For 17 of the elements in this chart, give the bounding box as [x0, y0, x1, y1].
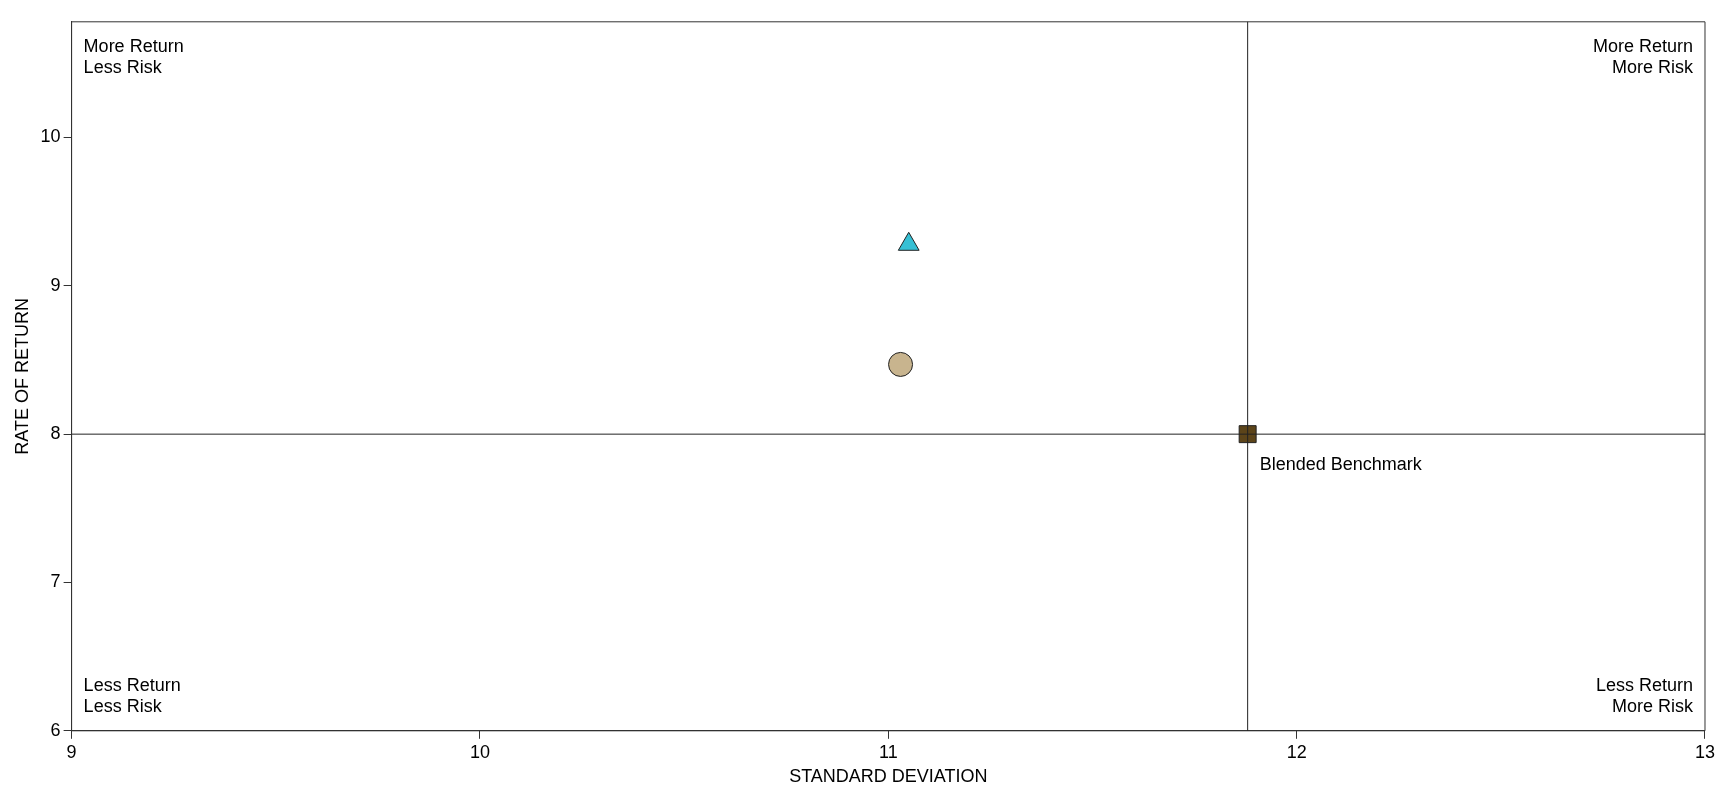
x-tick-label: 10	[469, 741, 490, 762]
x-tick-label: 11	[878, 741, 898, 762]
y-axis-title: RATE OF RETURN	[11, 297, 32, 455]
annotation: Less Return Less Risk	[83, 674, 181, 716]
y-tick-label: 9	[50, 274, 61, 295]
y-tick-label: 7	[50, 571, 61, 592]
y-tick-label: 8	[50, 423, 61, 444]
x-axis-title: STANDARD DEVIATION	[789, 766, 988, 787]
annotation: More Return More Risk	[1592, 35, 1694, 77]
series-label: Blended Benchmark	[1259, 454, 1423, 475]
annotation: More Return Less Risk	[83, 35, 184, 77]
x-tick-label: 13	[1694, 741, 1715, 762]
y-tick-label: 6	[50, 719, 61, 740]
x-tick-label: 9	[66, 741, 77, 762]
annotation: Less Return More Risk	[1595, 674, 1694, 716]
y-tick-label: 10	[40, 126, 61, 147]
x-tick-label: 12	[1286, 741, 1307, 762]
